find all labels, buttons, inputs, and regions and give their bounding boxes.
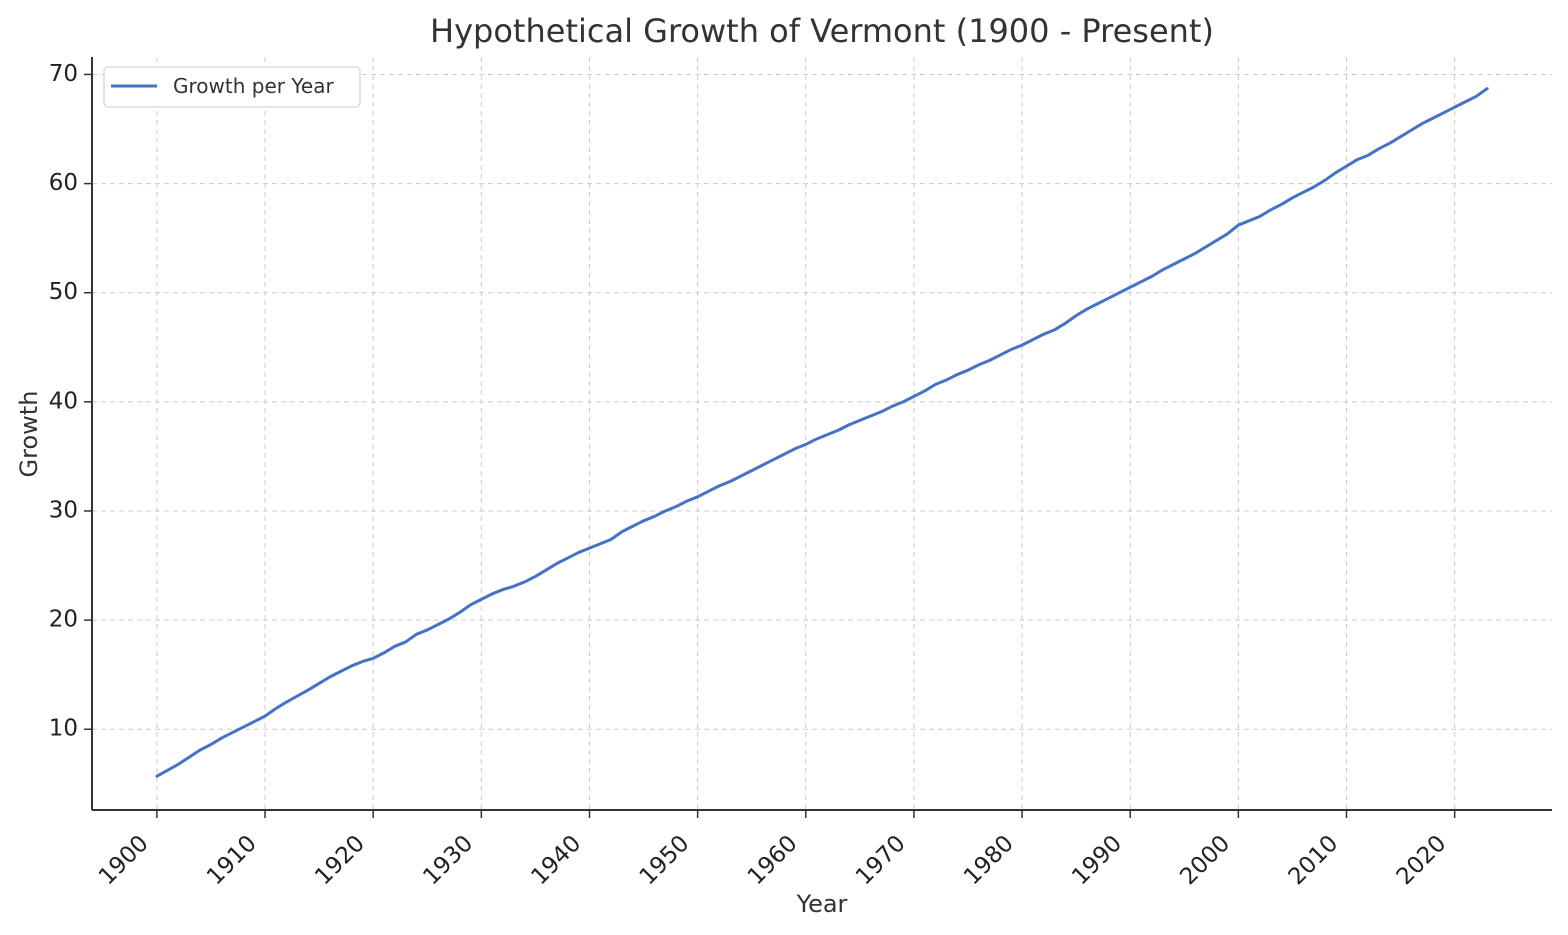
- series-layer: [155, 87, 1489, 778]
- legend-entry-growth-per-year: Growth per Year: [173, 74, 334, 98]
- legend-box: [103, 66, 361, 108]
- y-tick-label-40: 40: [49, 388, 78, 414]
- x-tick-label-1950: 1950: [635, 830, 695, 890]
- x-tick-label-1910: 1910: [202, 830, 262, 890]
- axis-layer: 1900 1910 1920 1930 1940 1950 1960 1970 1980 1990…: [49, 57, 1552, 890]
- x-tick-label-1940: 1940: [527, 830, 587, 890]
- x-tick-label-1920: 1920: [310, 830, 370, 890]
- grid-layer: [92, 57, 1552, 810]
- x-axis-label: Year: [796, 890, 848, 918]
- x-tick-label-1980: 1980: [959, 830, 1019, 890]
- series-line-growth-per-year: [155, 87, 1489, 778]
- x-tick-label-2000: 2000: [1175, 830, 1235, 890]
- x-tick-label-1970: 1970: [851, 830, 911, 890]
- x-tick-label-2010: 2010: [1284, 830, 1344, 890]
- x-tick-label-1960: 1960: [743, 830, 803, 890]
- x-tick-label-1990: 1990: [1067, 830, 1127, 890]
- y-tick-label-30: 30: [49, 497, 78, 523]
- y-tick-label-50: 50: [49, 279, 78, 305]
- y-tick-label-60: 60: [49, 170, 78, 196]
- legend: Growth per Year: [103, 66, 361, 108]
- chart-title: Hypothetical Growth of Vermont (1900 - P…: [430, 12, 1214, 50]
- y-axis-label: Growth: [15, 391, 43, 478]
- y-tick-label-20: 20: [49, 607, 78, 633]
- y-tick-label-70: 70: [49, 61, 78, 87]
- y-tick-label-10: 10: [49, 716, 78, 742]
- x-tick-label-1930: 1930: [418, 830, 478, 890]
- x-tick-label-2020: 2020: [1392, 830, 1452, 890]
- x-tick-label-1900: 1900: [94, 830, 154, 890]
